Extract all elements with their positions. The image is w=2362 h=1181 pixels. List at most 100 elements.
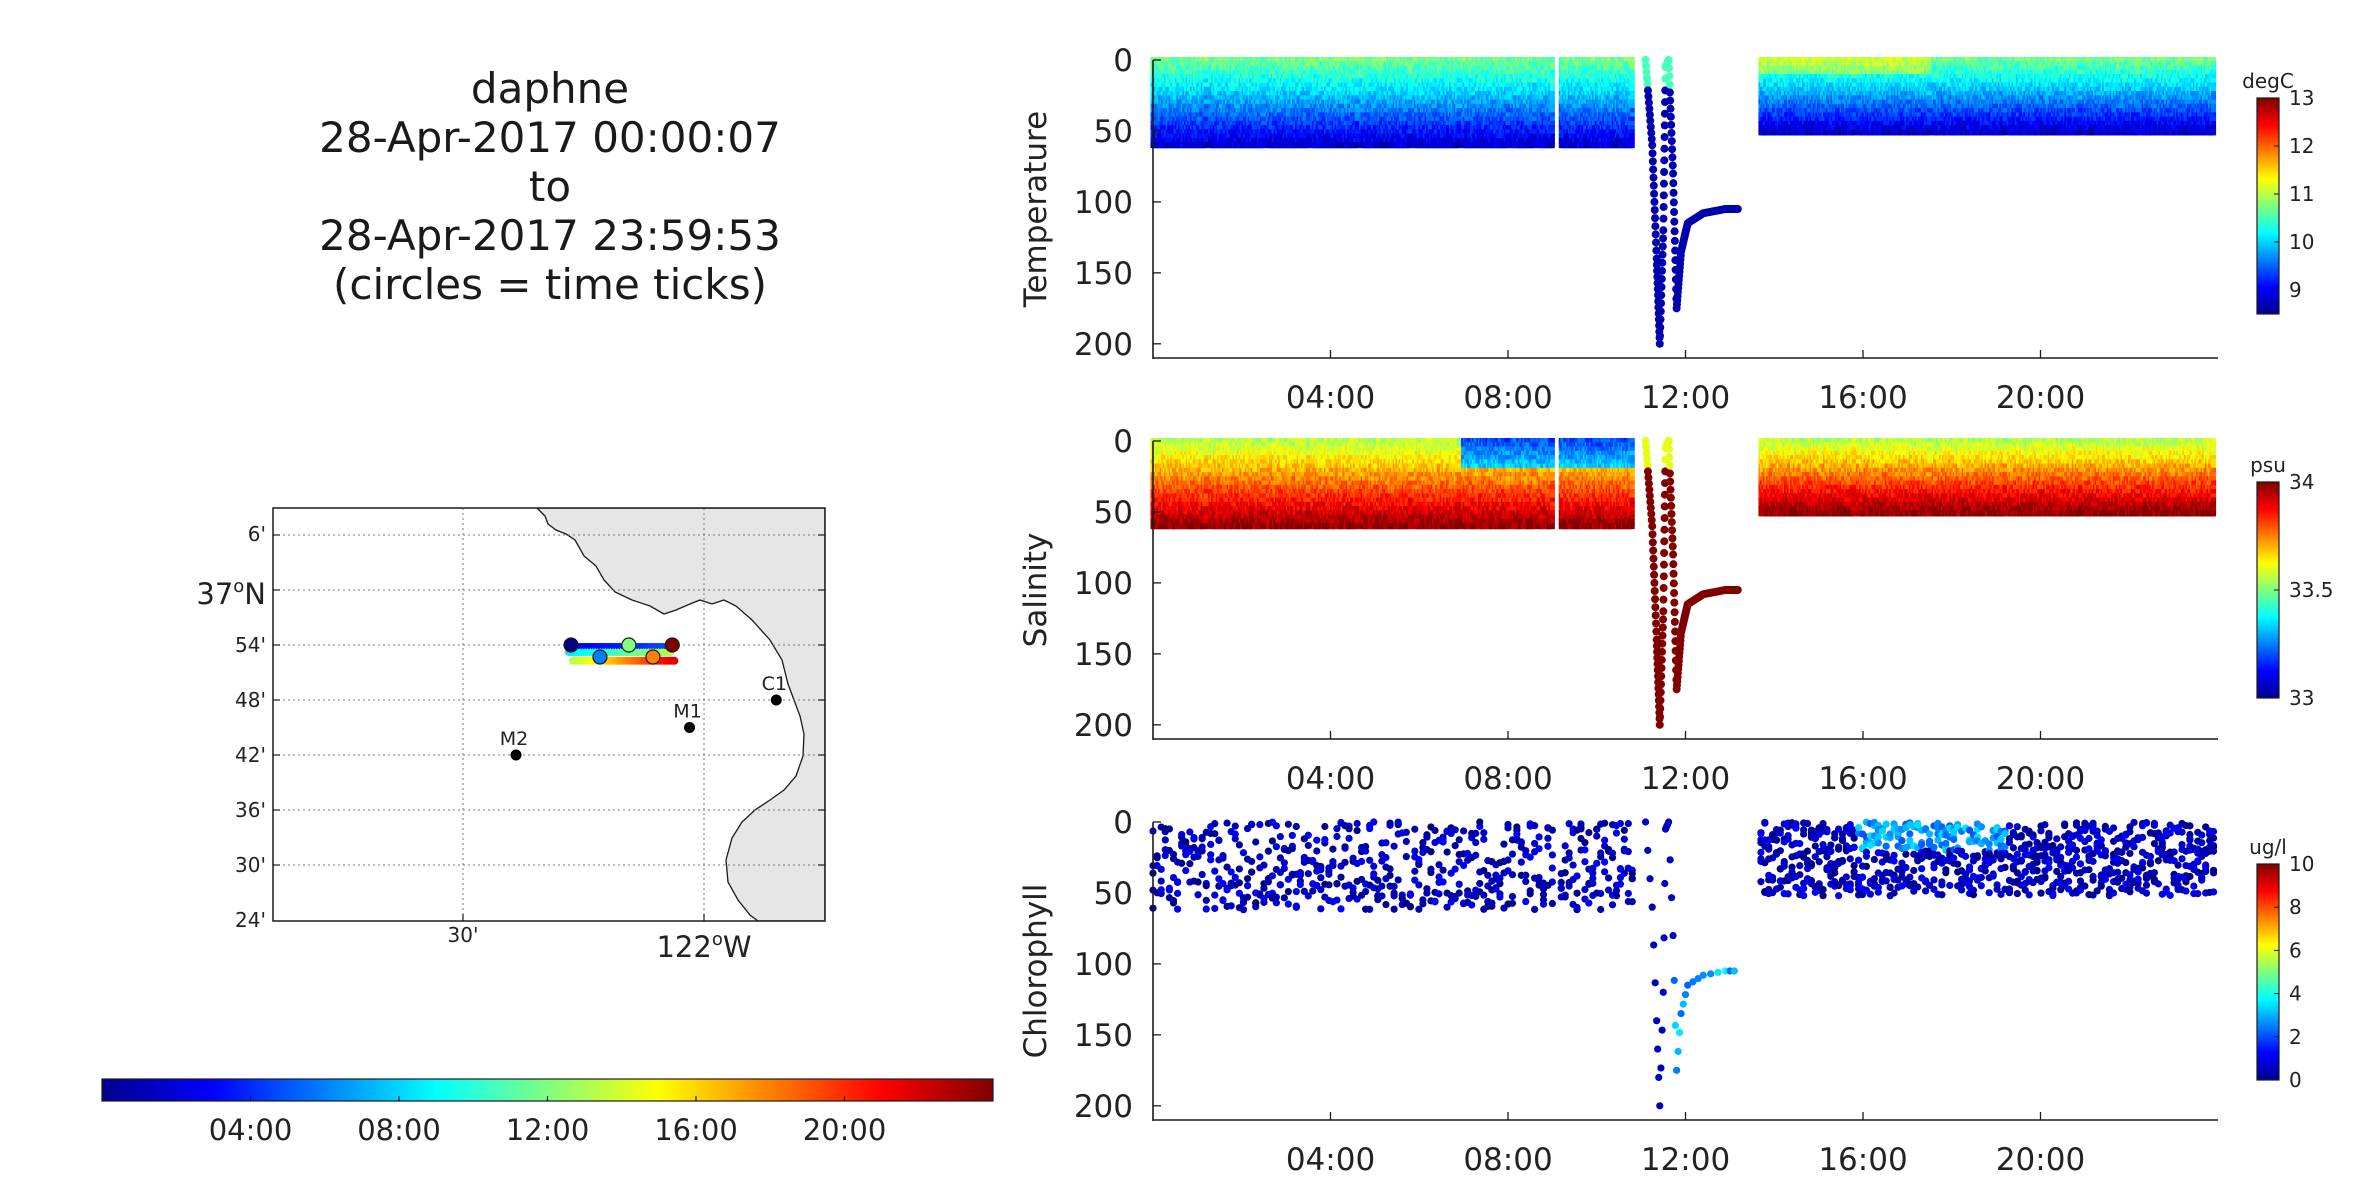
time-colorbar-tick: 08:00 [357,1113,441,1147]
data-point [1203,116,1209,123]
data-point [1261,69,1267,76]
data-point [1305,133,1311,140]
data-point [1203,108,1209,115]
data-point [1261,57,1267,63]
time-colorbar-tick: 20:00 [803,1113,887,1147]
time-tick-circle [563,637,579,653]
data-point [1203,78,1209,85]
map-lat-tick: 42' [235,743,266,767]
station-label: C1 [762,673,787,695]
data-point [1305,125,1311,132]
data-point [1305,137,1311,144]
data-point [1261,74,1267,81]
time-tick-circle [645,649,661,665]
data-point [1261,103,1267,110]
map-lat-tick: 6' [248,522,266,546]
data-point [1203,112,1209,119]
time-colorbar-tick: 12:00 [506,1113,590,1147]
data-point [1305,116,1311,123]
data-point [1305,99,1311,106]
data-point [1305,57,1311,63]
data-point [1261,142,1267,149]
data-point [1305,112,1311,119]
vehicle-track [563,637,680,665]
data-point [1261,112,1267,119]
data-point [1261,129,1267,136]
data-point [1261,120,1267,127]
map-lat-tick: 48' [235,688,266,712]
data-point [1203,82,1209,89]
data-point [1305,86,1311,93]
start-time: 28-Apr-2017 00:00:07 [250,113,850,162]
station-label: M1 [673,701,701,723]
data-point [1203,69,1209,76]
data-point [1305,103,1311,110]
data-point [1203,99,1209,106]
data-point [1305,129,1311,136]
data-point [1203,142,1209,149]
data-point [1261,133,1267,140]
data-point [1261,108,1267,115]
plot-title: daphne 28-Apr-2017 00:00:07 to 28-Apr-20… [250,64,850,309]
platform-name: daphne [250,64,850,113]
data-point [1505,142,1511,149]
map-lat-tick: 24' [235,908,266,932]
data-point [1203,137,1209,144]
map-lon-tick: 122oW [656,929,751,964]
time-colorbar: 04:00 08:00 12:00 16:00 20:00 [101,1078,994,1147]
map-lon-tick: 30' [448,923,479,947]
time-colorbar-tick: 16:00 [654,1113,738,1147]
data-point [1203,125,1209,132]
data-point [1354,142,1360,149]
data-point [1203,61,1209,68]
data-point [1261,61,1267,68]
data-point [1305,82,1311,89]
data-point [1305,95,1311,102]
time-tick-circle [592,649,608,665]
station-m1: M1 [673,701,702,733]
data-point [1203,103,1209,110]
map-lat-tick: 37oN [196,576,266,611]
data-point [1305,78,1311,85]
data-point [1203,57,1209,63]
data-point [1261,78,1267,85]
map-lat-tick: 54' [235,633,266,657]
data-point [1261,91,1267,98]
station-marker [770,694,782,706]
station-m2: M2 [500,728,528,761]
data-point [1203,129,1209,136]
title-to: to [250,162,850,211]
mooring-stations: M2 M1 C1 [500,673,787,761]
data-point [1203,133,1209,140]
data-point [1305,69,1311,76]
data-point [1305,74,1311,81]
data-point [1203,91,1209,98]
data-point [1203,86,1209,93]
data-point [1261,125,1267,132]
title-note: (circles = time ticks) [250,260,850,309]
time-colorbar-tick: 04:00 [209,1113,293,1147]
data-point [1203,74,1209,81]
data-point [1261,82,1267,89]
time-tick-circle [664,637,680,653]
map-grid [273,508,825,921]
end-time: 28-Apr-2017 23:59:53 [250,211,850,260]
data-point [1305,61,1311,68]
data-point [1305,108,1311,115]
track-point [670,656,679,665]
data-point [1261,65,1267,72]
data-point [1305,142,1311,149]
map-lat-tick: 36' [235,798,266,822]
map-frame [272,507,826,922]
station-marker [684,722,696,733]
time-tick-circle [621,637,637,653]
data-point [1261,116,1267,123]
data-point [1456,142,1462,149]
station-label: M2 [500,728,528,750]
data-point [1261,99,1267,106]
data-point [1305,120,1311,127]
station-marker [510,749,522,761]
